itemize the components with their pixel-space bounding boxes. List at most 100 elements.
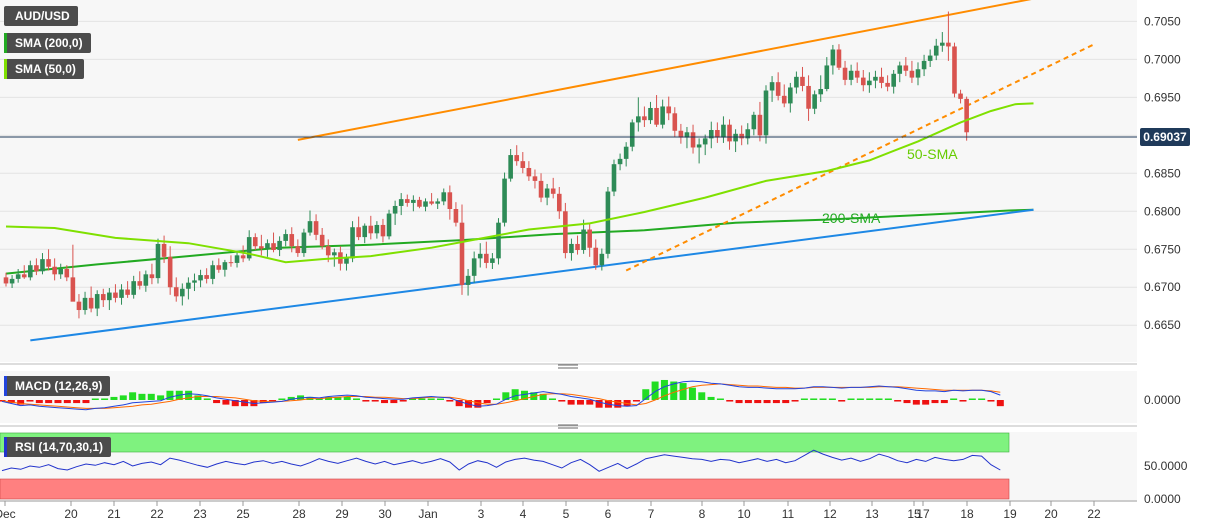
candle-body xyxy=(46,259,51,267)
macd-histogram-bar xyxy=(213,400,221,404)
candle-body xyxy=(374,224,380,234)
candle-body xyxy=(325,246,331,256)
macd-histogram-bar xyxy=(800,398,808,400)
macd-histogram-bar xyxy=(548,398,556,400)
rsi-oversold-band xyxy=(0,478,1010,500)
macd-histogram-bar xyxy=(660,379,668,400)
macd-histogram-bar xyxy=(772,400,780,404)
candle-body xyxy=(617,158,623,165)
sma50-annotation: 50-SMA xyxy=(907,146,958,162)
candle-body xyxy=(508,155,513,179)
rsi-layer xyxy=(1,449,1001,472)
macd-histogram-bar xyxy=(866,398,874,400)
macd-histogram-bar xyxy=(632,400,640,402)
macd-histogram-bar xyxy=(166,390,174,400)
x-tick-label: 12 xyxy=(823,507,837,521)
macd-histogram-bar xyxy=(409,398,417,400)
candle-body xyxy=(915,69,921,78)
candle-body xyxy=(775,82,781,96)
rsi-y-tick: 0.0000 xyxy=(1144,492,1181,506)
candle-body xyxy=(599,253,605,266)
candle-body xyxy=(149,274,155,279)
macd-histogram-bar xyxy=(922,400,930,405)
macd-histogram-bar xyxy=(194,395,202,400)
sma200-legend[interactable]: SMA (200,0) xyxy=(4,33,91,53)
candle-body xyxy=(812,94,817,109)
candle-body xyxy=(52,266,57,275)
macd-histogram-bar xyxy=(119,395,127,400)
candle-body xyxy=(222,262,228,270)
candle-body xyxy=(161,243,167,257)
macd-histogram-bar xyxy=(334,396,342,400)
candle-body xyxy=(684,132,690,138)
x-tick-label: 3 xyxy=(478,507,485,521)
candle-body xyxy=(879,76,884,83)
candle-body xyxy=(15,274,21,279)
candle-body xyxy=(9,278,15,284)
sma200-annotation: 200-SMA xyxy=(822,210,881,226)
candle-body xyxy=(927,55,933,61)
candle-body xyxy=(423,201,428,207)
candle-body xyxy=(417,199,422,207)
macd-histogram-bar xyxy=(353,398,361,400)
candle-body xyxy=(629,122,635,147)
macd-histogram-bar xyxy=(437,398,445,400)
macd-histogram-bar xyxy=(698,392,706,400)
macd-histogram-bar xyxy=(278,398,286,400)
candle-body xyxy=(514,155,520,162)
macd-histogram-bar xyxy=(726,400,734,402)
candle-body xyxy=(204,275,209,279)
candle-body xyxy=(769,82,775,91)
candle-body xyxy=(234,255,240,263)
sma-50-layer xyxy=(5,102,1034,264)
macd-y-tick: 0.0000 xyxy=(1144,393,1181,407)
candle-body xyxy=(228,262,234,264)
resize-handle-icon[interactable] xyxy=(558,364,578,369)
candle-body xyxy=(526,167,532,177)
macd-histogram-bar xyxy=(539,393,547,400)
candle-body xyxy=(964,98,969,133)
candle-body xyxy=(28,265,33,278)
sma50-legend[interactable]: SMA (50,0) xyxy=(4,59,84,79)
candle-body xyxy=(903,65,909,71)
candle-body xyxy=(751,114,757,130)
macd-histogram-bar xyxy=(670,381,678,400)
candle-body xyxy=(800,76,805,86)
symbol-label[interactable]: AUD/USD xyxy=(4,6,78,26)
macd-legend[interactable]: MACD (12,26,9) xyxy=(4,376,111,396)
candle-body xyxy=(307,221,313,233)
candle-body xyxy=(88,297,94,309)
candle-body xyxy=(216,265,222,270)
candle-body xyxy=(131,281,136,295)
price-y-tick: 0.6800 xyxy=(1144,204,1181,218)
x-axis: Dec 20 21 22 23 25 28 29 30 Jan 3 4 5 6 7 8 10 11 12 13 1517… xyxy=(0,501,1101,521)
macd-histogram-bar xyxy=(17,400,25,405)
x-tick-label: 20 xyxy=(64,507,78,521)
candle-body xyxy=(119,289,124,298)
macd-histogram-bar xyxy=(54,400,62,404)
macd-histogram-bar xyxy=(110,396,118,400)
rsi-legend[interactable]: RSI (14,70,30,1) xyxy=(4,437,112,457)
macd-histogram-bar xyxy=(474,400,482,408)
macd-histogram-bar xyxy=(735,400,743,404)
candle-body xyxy=(465,275,471,285)
macd-histogram-bar xyxy=(987,400,995,402)
macd-histogram-bar xyxy=(968,398,976,400)
x-tick-label: 22 xyxy=(1087,507,1101,521)
macd-histogram-bar xyxy=(390,400,398,404)
candle-body xyxy=(958,93,963,99)
macd-line xyxy=(1,380,1001,411)
resize-handle-icon[interactable] xyxy=(558,424,578,429)
candle-body xyxy=(794,76,799,88)
candle-body xyxy=(198,275,203,281)
macd-histogram-bar xyxy=(679,383,687,400)
rsi-swatch xyxy=(4,437,7,457)
candle-body xyxy=(64,269,70,278)
macd-histogram-bar xyxy=(129,392,137,400)
candle-body xyxy=(459,222,465,285)
candle-body xyxy=(125,289,130,295)
macd-histogram-bar xyxy=(325,396,333,400)
candle-body xyxy=(265,243,270,249)
macd-histogram-bar xyxy=(315,398,323,400)
